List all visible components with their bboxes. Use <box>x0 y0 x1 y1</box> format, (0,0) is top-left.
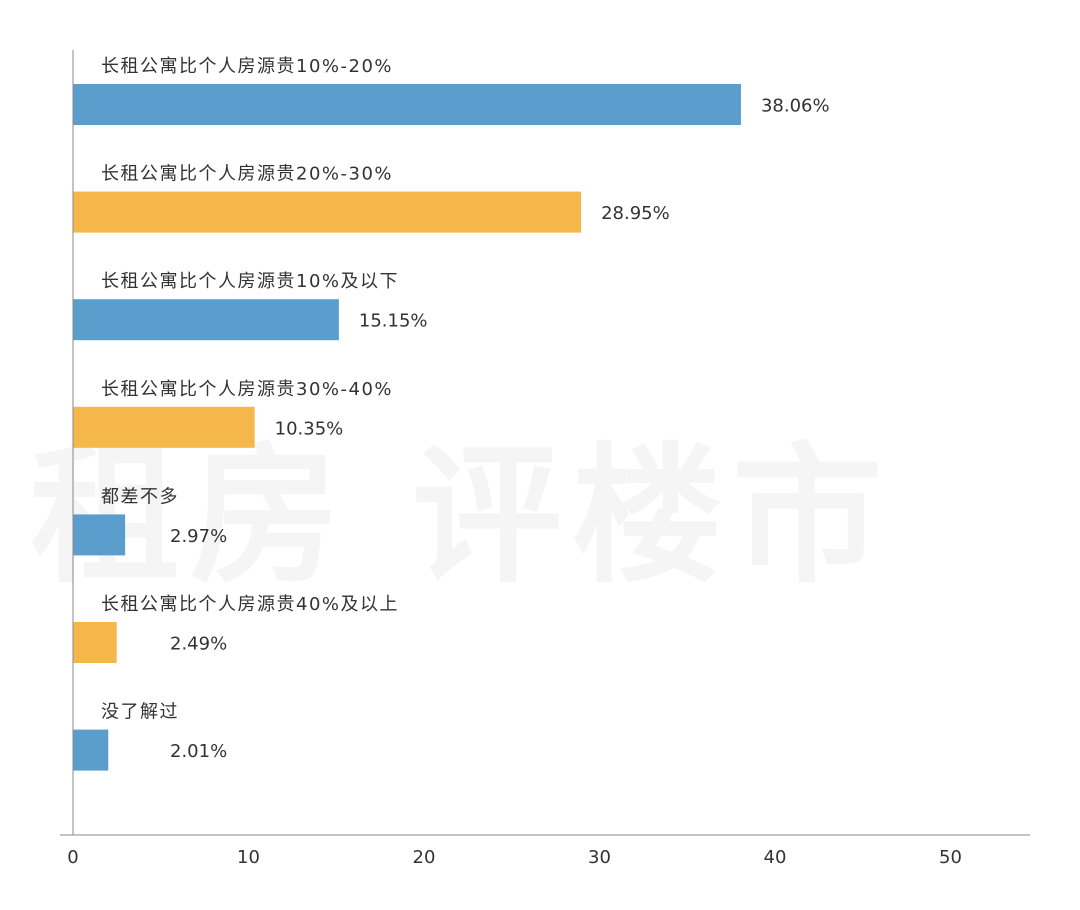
bar <box>73 191 582 233</box>
axes-layer: 0 10 20 30 40 50 <box>60 50 1030 868</box>
bar <box>73 84 741 125</box>
bar <box>73 406 255 448</box>
category-label: 都差不多 <box>101 486 179 507</box>
value-label: 2.49% <box>170 634 227 655</box>
bar <box>73 622 117 663</box>
bar <box>73 299 339 341</box>
x-tick-label: 30 <box>588 847 611 868</box>
value-label: 10.35% <box>275 418 344 439</box>
bar <box>73 729 109 771</box>
x-tick-label: 0 <box>67 847 78 868</box>
value-label: 15.15% <box>359 311 428 332</box>
value-label: 28.95% <box>601 203 670 224</box>
value-label: 2.97% <box>170 526 227 547</box>
bar <box>73 514 126 556</box>
bars-layer: 长租公寓比个人房源贵10%-20% 38.06% 长租公寓比个人房源贵20%-30%… <box>73 56 830 771</box>
category-label: 长租公寓比个人房源贵30%-40% <box>101 379 393 400</box>
category-label: 长租公寓比个人房源贵20%-30% <box>101 164 393 185</box>
category-label: 长租公寓比个人房源贵40%及以上 <box>101 594 399 615</box>
x-tick-label: 20 <box>413 847 436 868</box>
value-label: 2.01% <box>170 741 227 762</box>
x-tick-label: 50 <box>939 847 962 868</box>
category-label: 长租公寓比个人房源贵10%及以下 <box>101 271 399 292</box>
x-tick-label: 40 <box>764 847 787 868</box>
x-tick-label: 10 <box>237 847 260 868</box>
category-label: 长租公寓比个人房源贵10%-20% <box>101 56 393 77</box>
value-label: 38.06% <box>761 96 830 117</box>
category-label: 没了解过 <box>101 702 179 723</box>
